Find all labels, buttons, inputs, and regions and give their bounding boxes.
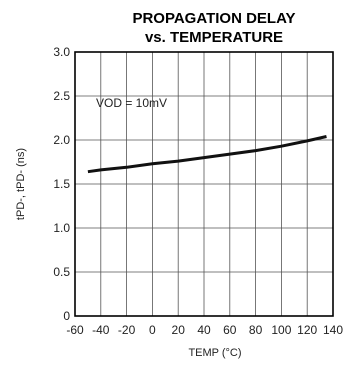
x-tick-label: 20 [172, 323, 186, 337]
y-axis-label: tPD-, tPD- (ns) [15, 148, 27, 220]
chart-title-line2: vs. TEMPERATURE [145, 29, 283, 46]
y-tick-label: 2.5 [53, 89, 70, 103]
plot-frame [74, 51, 334, 317]
x-axis-label: TEMP (°C) [188, 347, 241, 359]
y-tick-label: 1.0 [53, 221, 70, 235]
chart-title-line1: PROPAGATION DELAY [132, 10, 295, 27]
x-tick-label: 120 [297, 323, 317, 337]
x-tick-label: -60 [66, 323, 84, 337]
grid [75, 52, 333, 316]
y-tick-label: 1.5 [53, 177, 70, 191]
annotation-vod: VOD = 10mV [96, 96, 167, 110]
x-tick-label: -20 [118, 323, 136, 337]
x-axis-ticks: -60 -40 -20 0 20 40 60 80 100 120 140 [66, 323, 343, 337]
x-tick-label: 0 [149, 323, 156, 337]
y-tick-label: 2.0 [53, 133, 70, 147]
y-tick-label: 0 [63, 309, 70, 323]
x-tick-label: 60 [223, 323, 237, 337]
x-tick-label: 40 [197, 323, 211, 337]
y-axis-ticks: 0 0.5 1.0 1.5 2.0 2.5 3.0 [53, 45, 70, 323]
x-tick-label: -40 [92, 323, 110, 337]
x-tick-label: 140 [323, 323, 343, 337]
x-tick-label: 80 [249, 323, 263, 337]
y-tick-label: 3.0 [53, 45, 70, 59]
series-line [87, 135, 327, 174]
y-tick-label: 0.5 [53, 265, 70, 279]
x-tick-label: 100 [271, 323, 291, 337]
